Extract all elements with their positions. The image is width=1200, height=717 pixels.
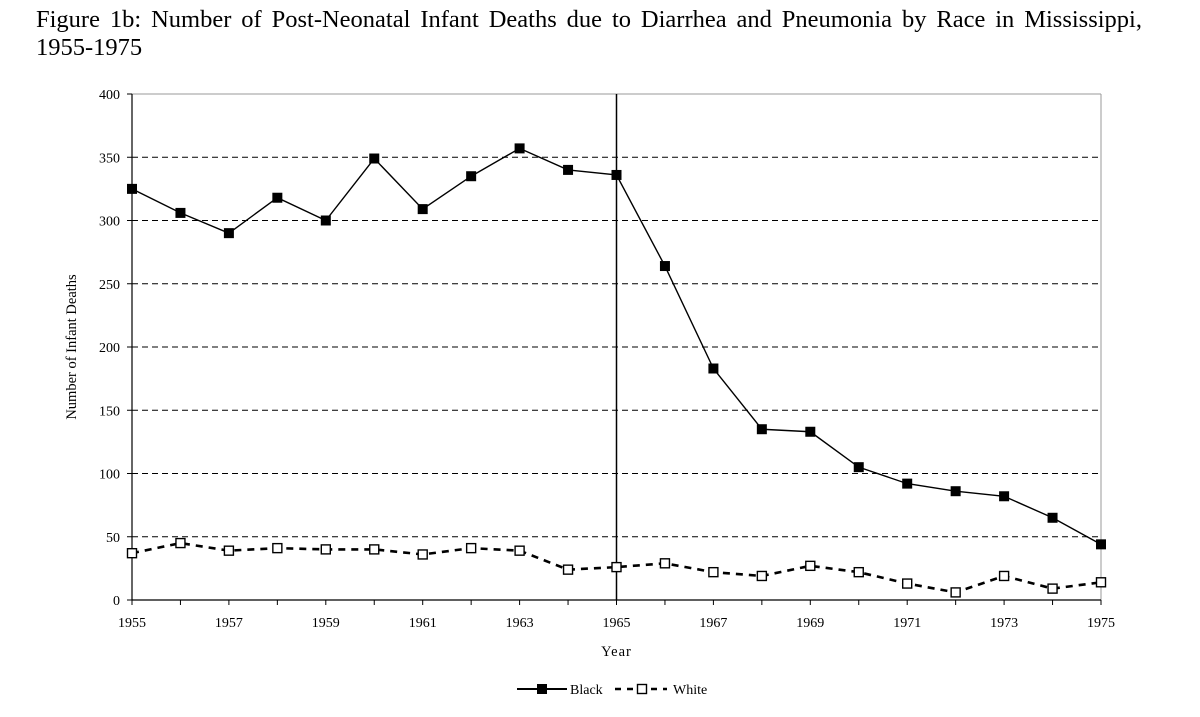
y-tick-label: 0 xyxy=(113,594,120,609)
x-tick-label: 1959 xyxy=(312,616,340,631)
y-tick-label: 150 xyxy=(99,404,120,419)
data-point-white xyxy=(465,542,477,554)
x-tick-label: 1963 xyxy=(506,616,534,631)
data-point-white xyxy=(126,547,138,559)
data-point-black xyxy=(756,424,767,435)
data-point-white xyxy=(805,560,816,572)
data-point-white xyxy=(223,545,235,556)
data-point-white xyxy=(853,566,864,578)
x-tick-label: 1975 xyxy=(1087,616,1115,631)
y-tick-label: 300 xyxy=(99,215,120,230)
data-point-white xyxy=(1047,583,1058,594)
x-tick-label: 1969 xyxy=(796,616,824,631)
series-white xyxy=(126,537,1107,598)
y-tick-label: 100 xyxy=(99,468,120,483)
legend-item-white: White xyxy=(615,683,707,698)
data-point-white xyxy=(175,537,186,549)
legend-label-black: Black xyxy=(570,683,603,698)
series-black xyxy=(127,143,1106,550)
data-point-white xyxy=(950,587,961,598)
x-axis-ticks: 1955 1957 1959 1961 1963 1965 1967 1969 1971 1973… xyxy=(118,600,1115,631)
x-axis-label: Year xyxy=(601,644,632,660)
data-point-black xyxy=(272,192,283,203)
data-point-black xyxy=(223,228,234,239)
data-point-black xyxy=(320,215,331,226)
x-tick-label: 1955 xyxy=(118,616,146,631)
data-point-black xyxy=(853,462,864,473)
data-point-black xyxy=(950,486,961,497)
data-point-black xyxy=(805,426,816,437)
data-point-black xyxy=(514,143,525,154)
data-point-white xyxy=(320,544,331,555)
legend-swatch-white-marker xyxy=(636,683,648,695)
data-point-white xyxy=(1095,577,1107,588)
x-tick-label: 1961 xyxy=(409,616,437,631)
data-point-white xyxy=(708,566,719,578)
y-tick-label: 200 xyxy=(99,341,120,356)
chart-title: Figure 1b: Number of Post-Neonatal Infan… xyxy=(36,6,1142,61)
y-axis-ticks: 0 50 100 150 200 250 300 350 400 xyxy=(99,88,132,609)
data-point-white xyxy=(902,578,913,589)
data-point-white xyxy=(611,561,622,573)
x-tick-label: 1957 xyxy=(215,616,243,631)
data-point-white xyxy=(659,558,671,569)
data-point-black xyxy=(175,207,186,218)
data-point-black xyxy=(466,171,477,182)
data-point-black xyxy=(369,153,380,164)
x-tick-label: 1973 xyxy=(990,616,1018,631)
data-point-black xyxy=(1096,539,1106,550)
series-group xyxy=(126,143,1107,598)
data-point-white xyxy=(756,570,768,582)
data-point-black xyxy=(659,261,670,272)
legend-swatch-black-marker xyxy=(537,684,547,694)
data-point-white xyxy=(998,570,1010,582)
data-point-white xyxy=(272,542,283,554)
legend: Black White xyxy=(517,683,707,698)
data-point-black xyxy=(417,204,428,215)
data-point-black xyxy=(999,491,1010,502)
data-point-black xyxy=(611,169,622,180)
data-point-white xyxy=(514,545,525,556)
data-point-white xyxy=(417,549,428,560)
data-point-black xyxy=(708,363,719,374)
legend-item-black: Black xyxy=(517,683,603,698)
data-point-black xyxy=(1047,512,1058,523)
x-tick-label: 1965 xyxy=(603,616,631,631)
legend-label-white: White xyxy=(673,683,707,698)
data-point-black xyxy=(902,478,913,489)
data-point-black xyxy=(127,183,137,194)
y-tick-label: 400 xyxy=(99,88,120,103)
y-tick-label: 250 xyxy=(99,278,120,293)
y-axis-label: Number of Infant Deaths xyxy=(64,274,80,420)
y-tick-label: 50 xyxy=(106,531,120,546)
data-point-white xyxy=(562,564,574,575)
x-tick-label: 1967 xyxy=(699,616,727,631)
data-point-black xyxy=(563,164,574,175)
x-tick-label: 1971 xyxy=(893,616,921,631)
data-point-white xyxy=(369,544,380,555)
y-tick-label: 350 xyxy=(99,151,120,166)
